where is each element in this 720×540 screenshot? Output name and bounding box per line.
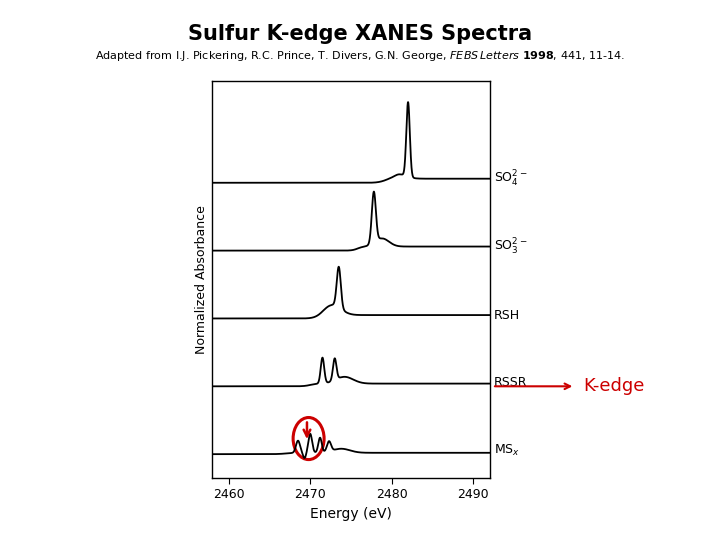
Text: SO$_4^{2-}$: SO$_4^{2-}$ bbox=[494, 170, 527, 190]
Text: Adapted from I.J. Pickering, R.C. Prince, T. Divers, G.N. George, $\mathit{FEBS\: Adapted from I.J. Pickering, R.C. Prince… bbox=[95, 49, 625, 63]
Text: SO$_3^{2-}$: SO$_3^{2-}$ bbox=[494, 237, 527, 257]
Text: MS$_x$: MS$_x$ bbox=[494, 443, 520, 458]
X-axis label: Energy (eV): Energy (eV) bbox=[310, 507, 392, 521]
Text: K-edge: K-edge bbox=[583, 377, 644, 395]
Text: Sulfur K-edge XANES Spectra: Sulfur K-edge XANES Spectra bbox=[188, 24, 532, 44]
Text: RSSR: RSSR bbox=[494, 376, 527, 389]
Y-axis label: Normalized Absorbance: Normalized Absorbance bbox=[195, 205, 208, 354]
Text: RSH: RSH bbox=[494, 308, 520, 321]
